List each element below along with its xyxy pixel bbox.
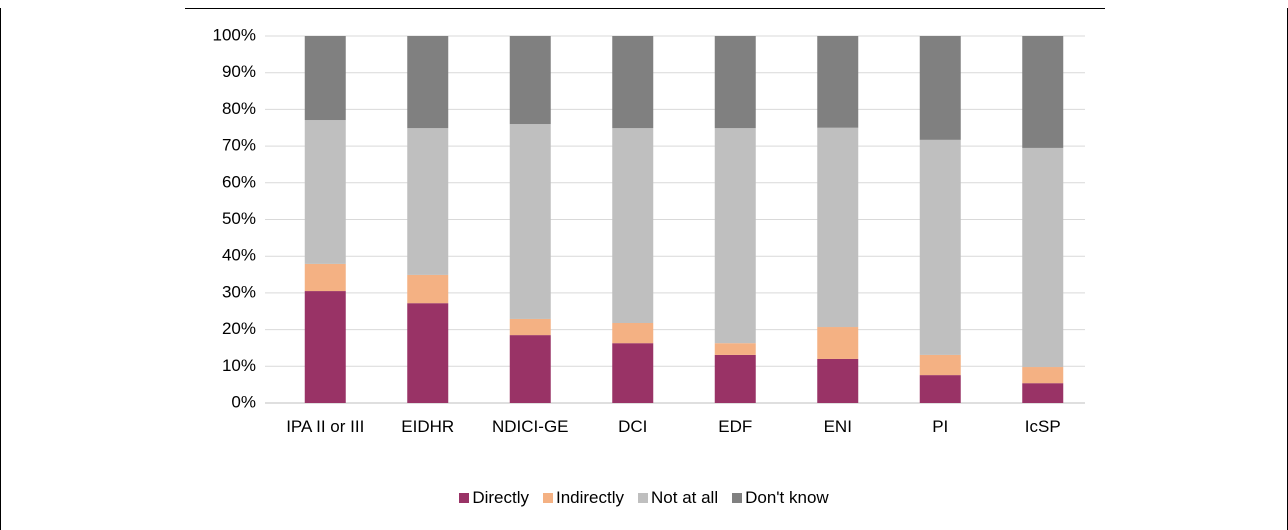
y-tick-label: 30%	[222, 282, 256, 301]
bar-segment	[817, 327, 859, 359]
x-tick-label: DCI	[618, 417, 648, 436]
bar-segment	[407, 274, 449, 304]
bar-segment	[1022, 367, 1064, 384]
x-tick-label: NDICI-GE	[492, 417, 569, 436]
bar-segment	[612, 36, 654, 129]
legend-swatch	[732, 493, 743, 503]
legend: Directly Indirectly Not at all Don't know	[0, 488, 1288, 508]
x-tick-label: ENI	[823, 417, 852, 436]
bar-segment	[612, 343, 654, 403]
x-tick-label: IPA II or III	[286, 417, 365, 436]
bar-segment	[817, 36, 859, 128]
bar-segment	[714, 128, 756, 344]
bar-segment	[714, 354, 756, 403]
bar-segment	[407, 303, 449, 403]
bar-segment	[919, 375, 961, 403]
y-tick-label: 100%	[213, 25, 256, 44]
legend-label: Don't know	[745, 488, 829, 507]
legend-item: Indirectly	[542, 488, 625, 508]
bar-segment	[817, 127, 859, 328]
bar-segment	[304, 291, 346, 403]
y-tick-label: 90%	[222, 62, 256, 81]
bar-segment	[509, 36, 551, 125]
bar-segment	[1022, 147, 1064, 368]
bar-segment	[919, 139, 961, 355]
x-tick-label: IcSP	[1024, 417, 1061, 436]
bar-segment	[919, 354, 961, 376]
legend-swatch	[542, 493, 553, 503]
bar-segment	[407, 36, 449, 129]
bar-segment	[509, 335, 551, 403]
legend-item: Don't know	[732, 488, 829, 508]
y-tick-label: 50%	[222, 209, 256, 228]
y-tick-label: 20%	[222, 319, 256, 338]
legend-label: Indirectly	[555, 488, 625, 507]
bar-segment	[407, 128, 449, 275]
x-tick-label: EIDHR	[401, 417, 455, 436]
y-tick-label: 80%	[222, 99, 256, 118]
legend-item: Not at all	[638, 488, 718, 508]
legend-item: Directly	[459, 488, 529, 508]
y-tick-label: 40%	[222, 246, 256, 265]
bar-segment	[714, 36, 756, 129]
legend-label: Not at all	[651, 488, 719, 507]
bar-segment	[509, 318, 551, 336]
bar-segment	[1022, 36, 1064, 148]
y-tick-label: 10%	[222, 356, 256, 375]
y-tick-label: 70%	[222, 136, 256, 155]
legend-label: Directly	[472, 488, 529, 507]
bar-segment	[304, 120, 346, 264]
bar-segment	[817, 358, 859, 403]
legend-swatch	[459, 493, 470, 503]
y-tick-label: 0%	[231, 392, 256, 411]
bar-segment	[304, 36, 346, 121]
bar-segment	[1022, 383, 1064, 403]
bar-segment	[509, 124, 551, 319]
x-tick-label: EDF	[718, 417, 753, 436]
y-tick-label: 60%	[222, 172, 256, 191]
bar-segment	[304, 263, 346, 292]
bar-segment	[612, 322, 654, 344]
bar-segment	[919, 36, 961, 140]
x-tick-label: PI	[932, 417, 949, 436]
bar-segment	[612, 128, 654, 323]
bar-segment	[714, 343, 756, 355]
legend-swatch	[638, 493, 649, 503]
